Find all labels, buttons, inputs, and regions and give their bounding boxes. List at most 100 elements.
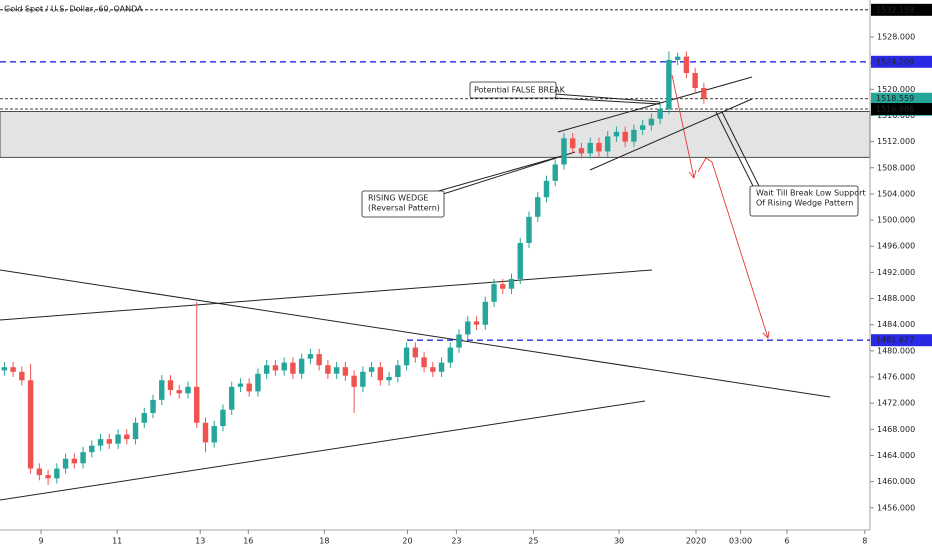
price-label-box (871, 103, 932, 116)
y-tick-label: 1492.000 (877, 268, 915, 277)
candle-body (421, 357, 427, 368)
candle-body (465, 321, 471, 335)
candle-body (141, 412, 147, 423)
annotation-box (469, 81, 557, 99)
price-label: 1518.559 (876, 94, 914, 103)
candle-body (167, 380, 174, 391)
candle-body (395, 365, 401, 378)
candle-body (491, 284, 497, 302)
annotation-text: (Reversal Pattern) (368, 204, 440, 213)
candle-body (473, 321, 480, 325)
candles (1, 51, 707, 485)
candle-body (692, 72, 698, 89)
callout-line (721, 111, 761, 189)
candle-body (220, 409, 226, 427)
candle-body (290, 362, 296, 374)
candle-body (543, 180, 550, 198)
candle-body (97, 439, 104, 446)
x-tick-label: 03:00 (729, 537, 752, 546)
x-tick-label: 25 (528, 537, 538, 546)
y-tick-label: 1528.000 (877, 33, 915, 42)
candle-body (552, 164, 558, 181)
candle-body (211, 426, 217, 443)
x-tick-label: 13 (195, 537, 205, 546)
price-label: 1516.986 (876, 105, 914, 114)
y-tick-label: 1472.000 (877, 399, 915, 408)
candle-body (333, 367, 340, 374)
candle-body (45, 475, 51, 479)
candle-body (508, 278, 515, 289)
price-label-box (871, 55, 932, 68)
x-tick-label: 11 (112, 537, 122, 546)
annotation-text: Of Rising Wedge Pattern (756, 199, 853, 208)
candle-body (237, 383, 244, 387)
candle-body (701, 88, 707, 99)
candle-body (570, 138, 576, 149)
under-layer (0, 0, 874, 534)
y-tick-label: 1456.000 (877, 503, 915, 512)
candle-body (185, 386, 191, 394)
candle-body (115, 434, 121, 444)
arrow (671, 74, 697, 179)
price-label-box (871, 92, 932, 105)
y-tick-label: 1464.000 (877, 451, 915, 460)
candle-body (54, 468, 60, 479)
candle-body (255, 373, 261, 392)
candle-body (19, 371, 25, 381)
price-label-box (871, 334, 932, 347)
candle-body (194, 386, 200, 423)
annotation-box (361, 190, 445, 218)
candle-body (456, 334, 462, 348)
x-tick-label: 23 (451, 537, 461, 546)
candle-body (80, 452, 86, 464)
candle-body (316, 354, 322, 366)
callout-line (434, 155, 563, 193)
candle-body (368, 367, 375, 372)
price-label: 1532.159 (876, 5, 914, 14)
candle-body (482, 301, 488, 325)
candle-body (604, 136, 611, 152)
candle-body (132, 422, 139, 440)
y-tick-label: 1460.000 (877, 477, 915, 486)
annotation-text: RISING WEDGE (368, 194, 428, 203)
candle-body (27, 380, 34, 469)
y-tick-label: 1480.000 (877, 346, 915, 355)
candle-body (683, 56, 690, 73)
wedge-upper (557, 76, 753, 133)
candle-body (657, 108, 663, 119)
candle-body (281, 362, 287, 371)
candle-body (124, 434, 130, 440)
callout-line (554, 97, 661, 105)
candle-body (666, 59, 672, 109)
y-tick-label: 1484.000 (877, 320, 915, 329)
support-zone (0, 111, 871, 158)
candle-body (307, 354, 314, 359)
wedge-lower (589, 98, 753, 171)
candle-body (648, 118, 655, 126)
candle-body (228, 386, 235, 410)
callout-line (554, 93, 661, 103)
x-tick-label: 9 (39, 537, 44, 546)
candle-body (438, 362, 445, 372)
x-tick-label: 6 (784, 537, 789, 546)
candle-body (561, 138, 567, 165)
candle-body (500, 284, 506, 289)
arrows (671, 74, 770, 339)
price-label: 1481.627 (876, 336, 914, 345)
y-tick-label: 1512.000 (877, 137, 915, 146)
y-tick-label: 1468.000 (877, 425, 915, 434)
candle-body (106, 439, 113, 444)
candle-body (202, 422, 209, 443)
arrow (711, 161, 770, 339)
chart-title: Gold Spot / U.S. Dollar, 60, OANDA (4, 5, 143, 14)
annotation: Potential FALSE BREAK (469, 81, 566, 99)
candle-body (325, 365, 331, 374)
candle-body (263, 365, 270, 374)
x-tick-label: 20 (402, 537, 412, 546)
y-tick-label: 1520.000 (877, 85, 915, 94)
candle-body (622, 131, 628, 142)
candle-body (360, 371, 366, 387)
candle-body (587, 142, 593, 154)
candle-body (10, 367, 16, 372)
trend-line (0, 269, 831, 398)
